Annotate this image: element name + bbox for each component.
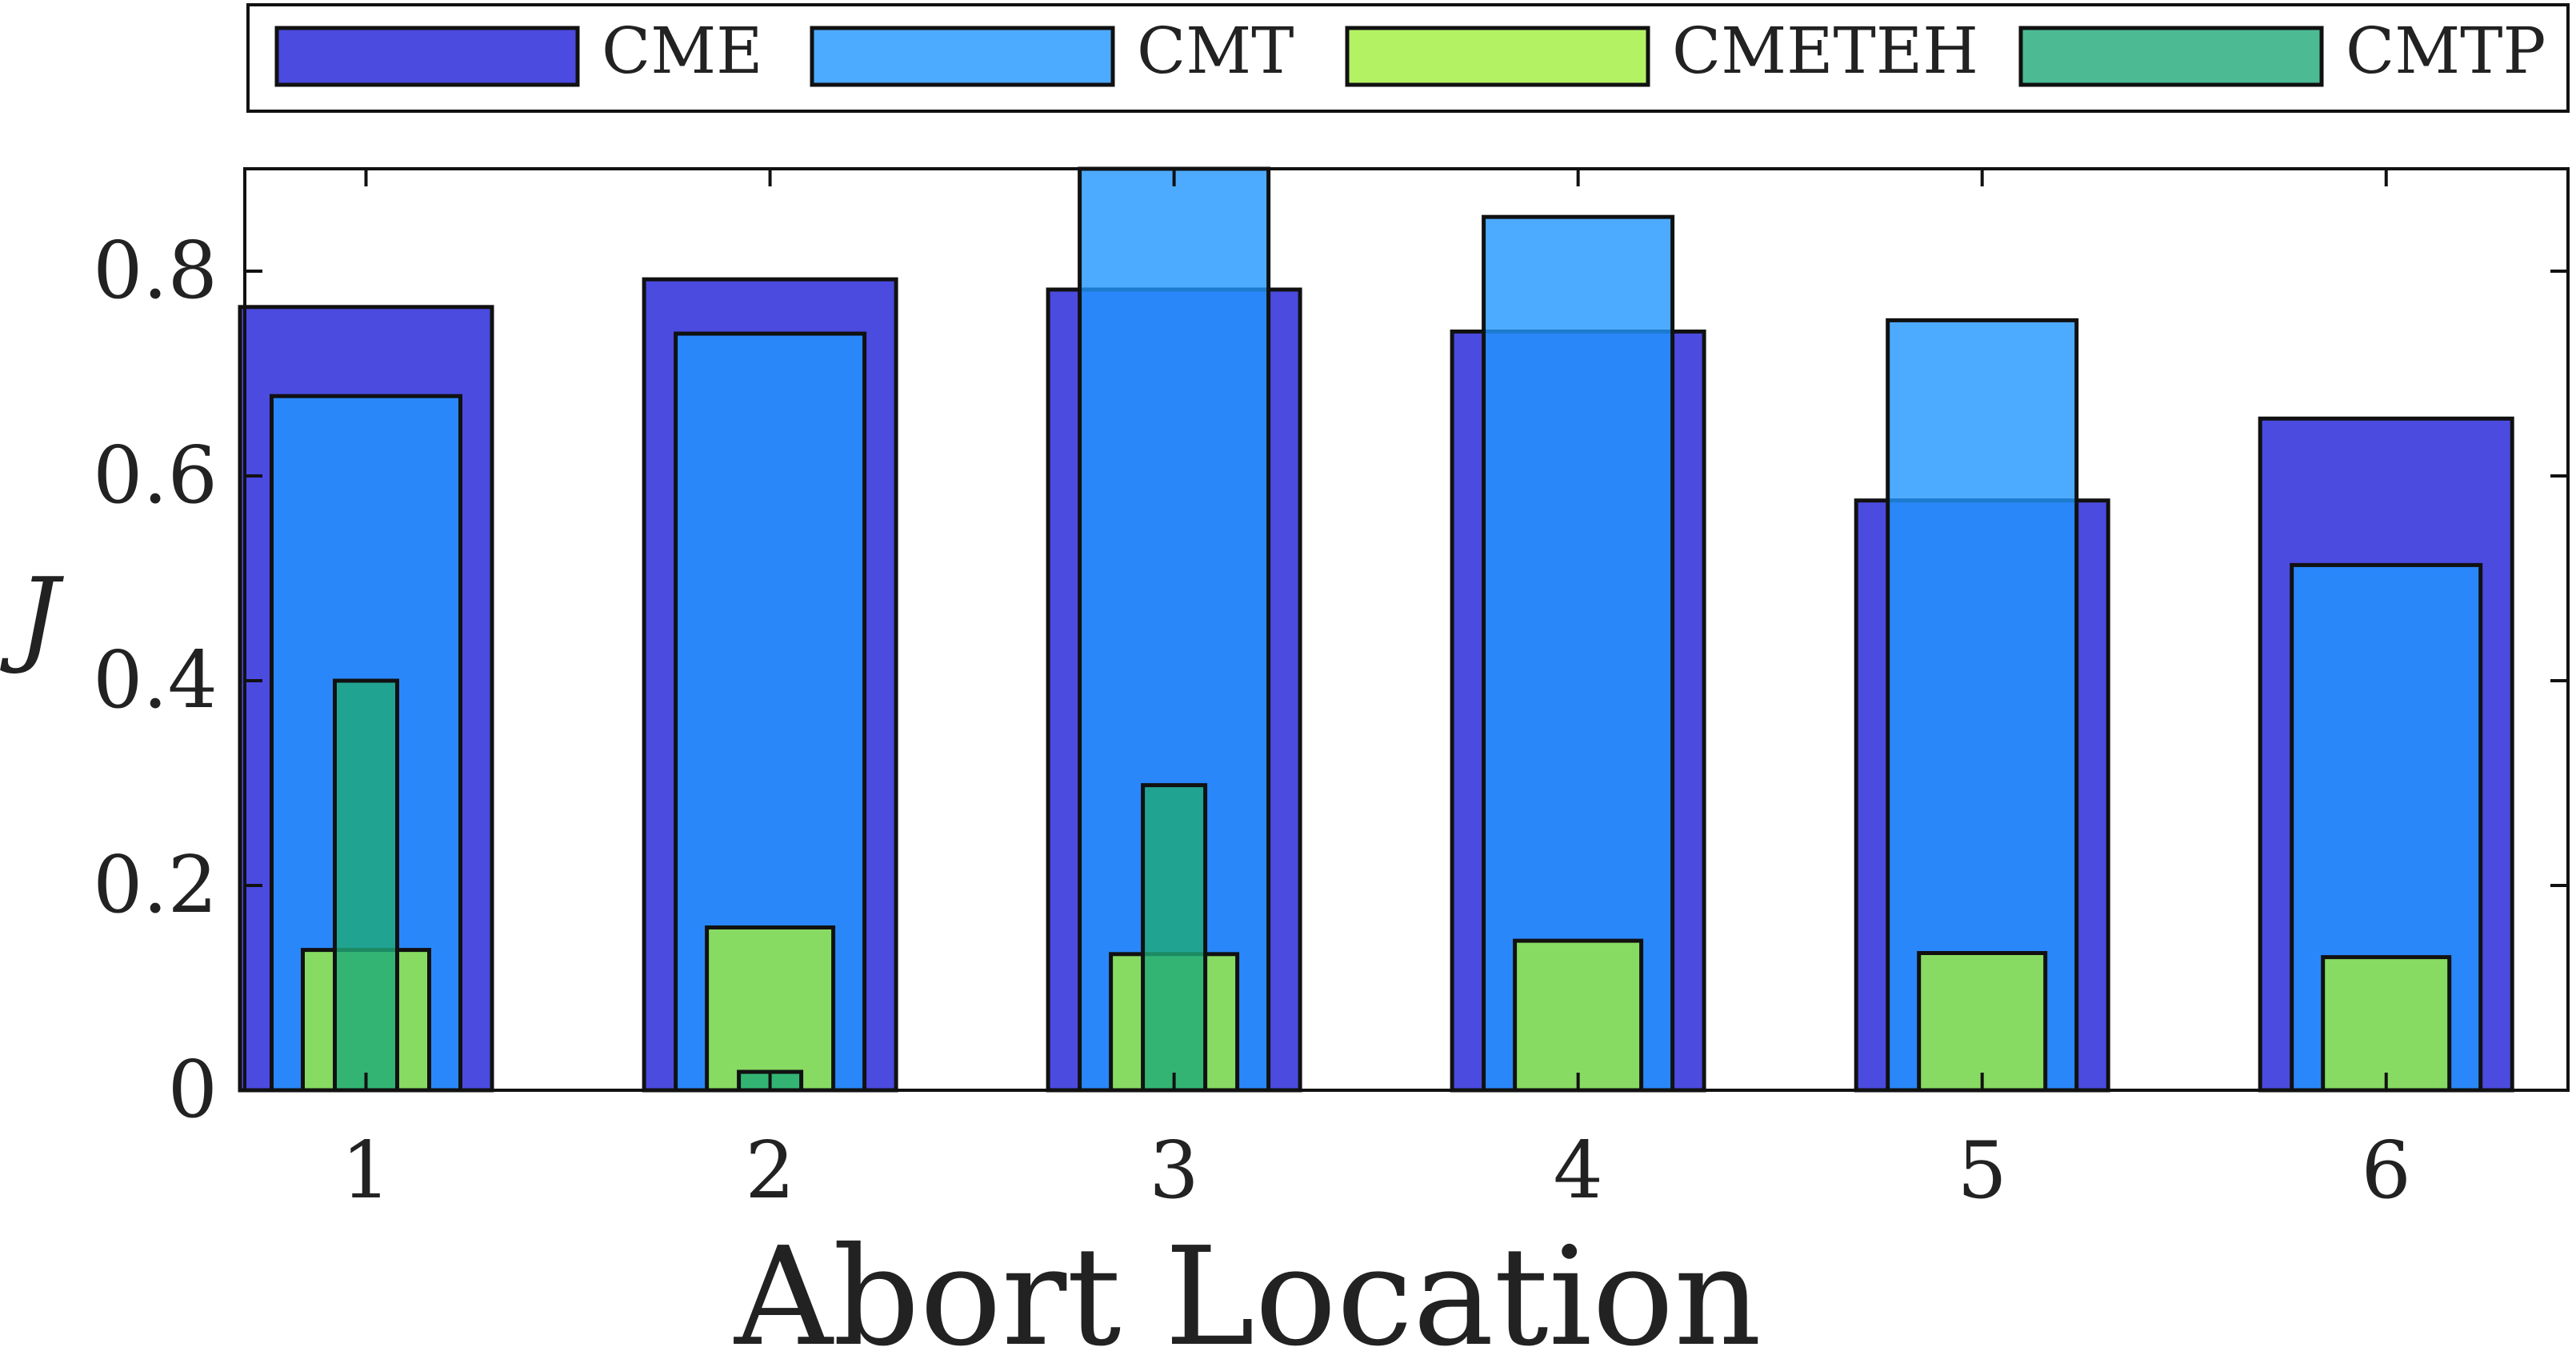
legend-swatch-cmt <box>810 26 1115 87</box>
x-tick-label: 5 <box>1958 1125 2007 1217</box>
ticks-group: 1 2 3 4 5 6 0 0.2 0.4 0.6 0.8 <box>93 169 2568 1217</box>
y-tick-label: 0 <box>168 1045 218 1136</box>
legend: CME CMT CMETEH CMTP <box>246 3 2570 113</box>
bar-cmtp-1 <box>333 678 399 1093</box>
legend-label-cmeteh: CMETEH <box>1672 14 1978 88</box>
x-tick-label: 3 <box>1149 1125 1198 1217</box>
bar-cmtp-3 <box>1141 783 1208 1093</box>
bar-cmeteh-4 <box>1513 938 1644 1093</box>
plot-border <box>243 167 2570 1092</box>
x-tick-label: 6 <box>2362 1125 2411 1217</box>
x-tick-label: 4 <box>1553 1125 1602 1217</box>
x-tick-label: 1 <box>341 1125 390 1217</box>
bar-cmeteh-5 <box>1917 951 2048 1093</box>
legend-label-cmt: CMT <box>1137 14 1294 88</box>
y-tick-label: 0.8 <box>93 226 218 317</box>
bars-group <box>238 166 2514 1093</box>
bar-cmeteh-6 <box>2321 955 2452 1093</box>
legend-swatch-cmeteh <box>1345 26 1650 87</box>
plot-area <box>245 169 2568 1090</box>
y-tick-label: 0.2 <box>93 840 218 931</box>
legend-label-cme: CME <box>602 14 763 88</box>
bar-cmeteh-2 <box>705 925 836 1093</box>
y-axis-label: J <box>0 555 65 677</box>
y-tick-label: 0.6 <box>93 430 218 522</box>
x-axis-label: Abort Location <box>734 1218 1762 1355</box>
legend-swatch-cme <box>274 26 580 87</box>
legend-label-cmtp: CMTP <box>2346 14 2546 88</box>
x-tick-label: 2 <box>745 1125 794 1217</box>
legend-swatch-cmtp <box>2018 26 2324 87</box>
y-tick-label: 0.4 <box>93 635 218 726</box>
